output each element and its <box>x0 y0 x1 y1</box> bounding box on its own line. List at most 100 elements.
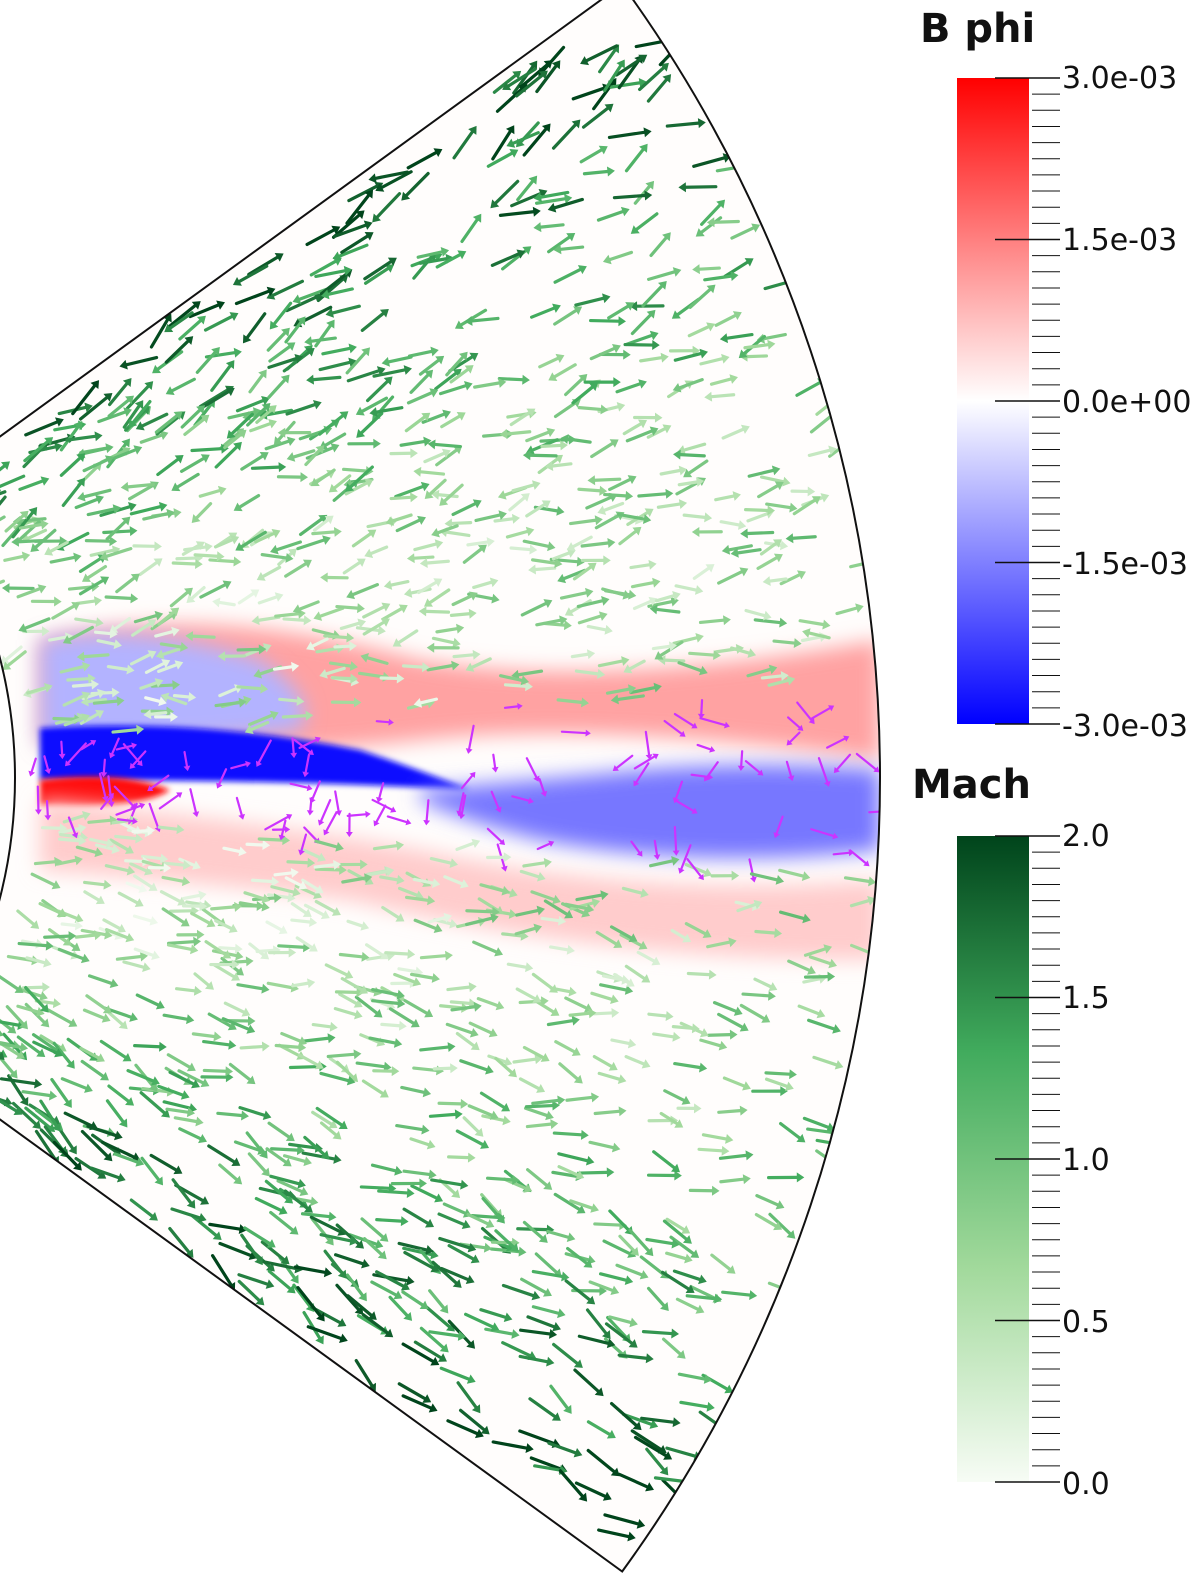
velocity-arrow <box>833 753 852 774</box>
velocity-arrow <box>147 862 172 873</box>
velocity-arrow <box>437 1212 471 1230</box>
velocity-arrow <box>462 1116 484 1137</box>
velocity-arrow <box>538 777 548 797</box>
velocity-arrow <box>304 445 325 467</box>
velocity-arrow <box>183 750 191 772</box>
velocity-arrow <box>257 835 291 846</box>
velocity-arrow <box>503 702 523 710</box>
velocity-arrow <box>679 1400 715 1412</box>
velocity-arrow <box>630 1429 667 1454</box>
velocity-arrow <box>108 378 132 407</box>
velocity-arrow <box>217 651 247 662</box>
velocity-arrow <box>78 393 113 421</box>
velocity-arrow <box>345 465 374 492</box>
velocity-arrow <box>709 374 738 386</box>
velocity-arrow <box>61 477 86 508</box>
velocity-arrow <box>301 878 324 894</box>
velocity-arrow <box>273 420 296 446</box>
velocity-arrow <box>660 1270 695 1294</box>
velocity-arrow <box>687 322 716 338</box>
velocity-arrow <box>340 977 368 994</box>
velocity-arrow <box>707 1029 738 1040</box>
velocity-arrow <box>547 233 576 254</box>
velocity-arrow <box>797 1004 826 1019</box>
velocity-arrow <box>139 678 164 690</box>
velocity-arrow <box>772 638 802 649</box>
velocity-arrow <box>674 799 698 814</box>
velocity-arrow <box>447 1244 480 1264</box>
velocity-arrow <box>16 1035 46 1057</box>
velocity-arrow <box>126 1069 160 1086</box>
velocity-arrow <box>83 879 112 890</box>
velocity-arrow <box>564 1279 596 1305</box>
velocity-arrow <box>764 1069 797 1080</box>
velocity-arrow <box>80 928 113 940</box>
velocity-arrow <box>531 558 563 569</box>
velocity-arrow <box>479 883 511 896</box>
velocity-arrow <box>33 856 63 867</box>
velocity-arrow <box>604 1322 638 1348</box>
colorbar-bphi-tick-label: -1.5e-03 <box>1062 547 1188 582</box>
velocity-arrow <box>540 440 568 451</box>
velocity-arrow <box>430 1178 469 1190</box>
velocity-arrow <box>389 448 418 459</box>
velocity-arrow <box>522 123 551 157</box>
velocity-arrow <box>333 1007 363 1020</box>
colorbar-bphi-tick-label: 0.0e+00 <box>1062 385 1191 420</box>
velocity-arrow <box>276 1179 309 1196</box>
velocity-arrow <box>647 1011 674 1021</box>
velocity-arrow <box>344 478 374 496</box>
velocity-arrow <box>227 407 262 420</box>
velocity-arrow <box>154 411 183 434</box>
velocity-arrow <box>717 1105 748 1116</box>
velocity-arrow <box>290 902 312 917</box>
velocity-arrow <box>348 1233 384 1249</box>
velocity-arrow <box>377 1187 415 1198</box>
velocity-arrow <box>402 1169 437 1180</box>
velocity-arrow <box>569 898 601 911</box>
velocity-arrow <box>451 499 482 517</box>
velocity-arrow <box>25 956 52 968</box>
colorbar-bphi-ticks <box>995 77 1060 725</box>
velocity-arrow <box>406 553 435 564</box>
velocity-arrow <box>714 491 741 502</box>
velocity-arrow <box>746 664 778 678</box>
colorbar-mach-tick-label: 0.0 <box>1062 1467 1110 1502</box>
velocity-arrow <box>577 611 608 625</box>
velocity-arrow <box>697 699 705 720</box>
velocity-arrow <box>454 308 488 330</box>
velocity-arrow <box>737 750 745 771</box>
velocity-arrow <box>368 170 410 184</box>
velocity-arrow <box>320 572 349 583</box>
velocity-arrow <box>255 405 277 424</box>
velocity-arrow <box>767 1172 805 1183</box>
velocity-arrow <box>65 431 103 442</box>
velocity-arrow <box>346 583 379 600</box>
velocity-arrow <box>605 684 637 695</box>
velocity-arrow <box>134 1063 158 1092</box>
velocity-arrow <box>455 1031 480 1051</box>
velocity-arrow <box>641 1328 680 1339</box>
velocity-arrow <box>395 515 426 533</box>
velocity-arrow <box>653 839 661 860</box>
velocity-arrow <box>817 757 831 787</box>
velocity-arrow <box>180 405 205 429</box>
velocity-arrow <box>586 624 613 635</box>
velocity-arrow <box>633 762 650 787</box>
velocity-arrow <box>566 535 593 551</box>
velocity-arrow <box>615 1263 649 1280</box>
velocity-arrow <box>490 790 502 813</box>
velocity-arrow <box>171 472 200 492</box>
velocity-arrow <box>247 1152 270 1177</box>
velocity-arrow <box>239 1041 270 1052</box>
velocity-arrow <box>730 223 761 240</box>
field-disk-negative <box>40 725 470 790</box>
velocity-arrow <box>141 853 169 864</box>
velocity-arrow <box>207 1012 237 1031</box>
velocity-arrow <box>106 664 135 675</box>
velocity-arrow <box>346 810 371 818</box>
velocity-arrow <box>238 901 270 912</box>
velocity-arrow <box>129 862 153 876</box>
velocity-arrow <box>269 1145 305 1156</box>
